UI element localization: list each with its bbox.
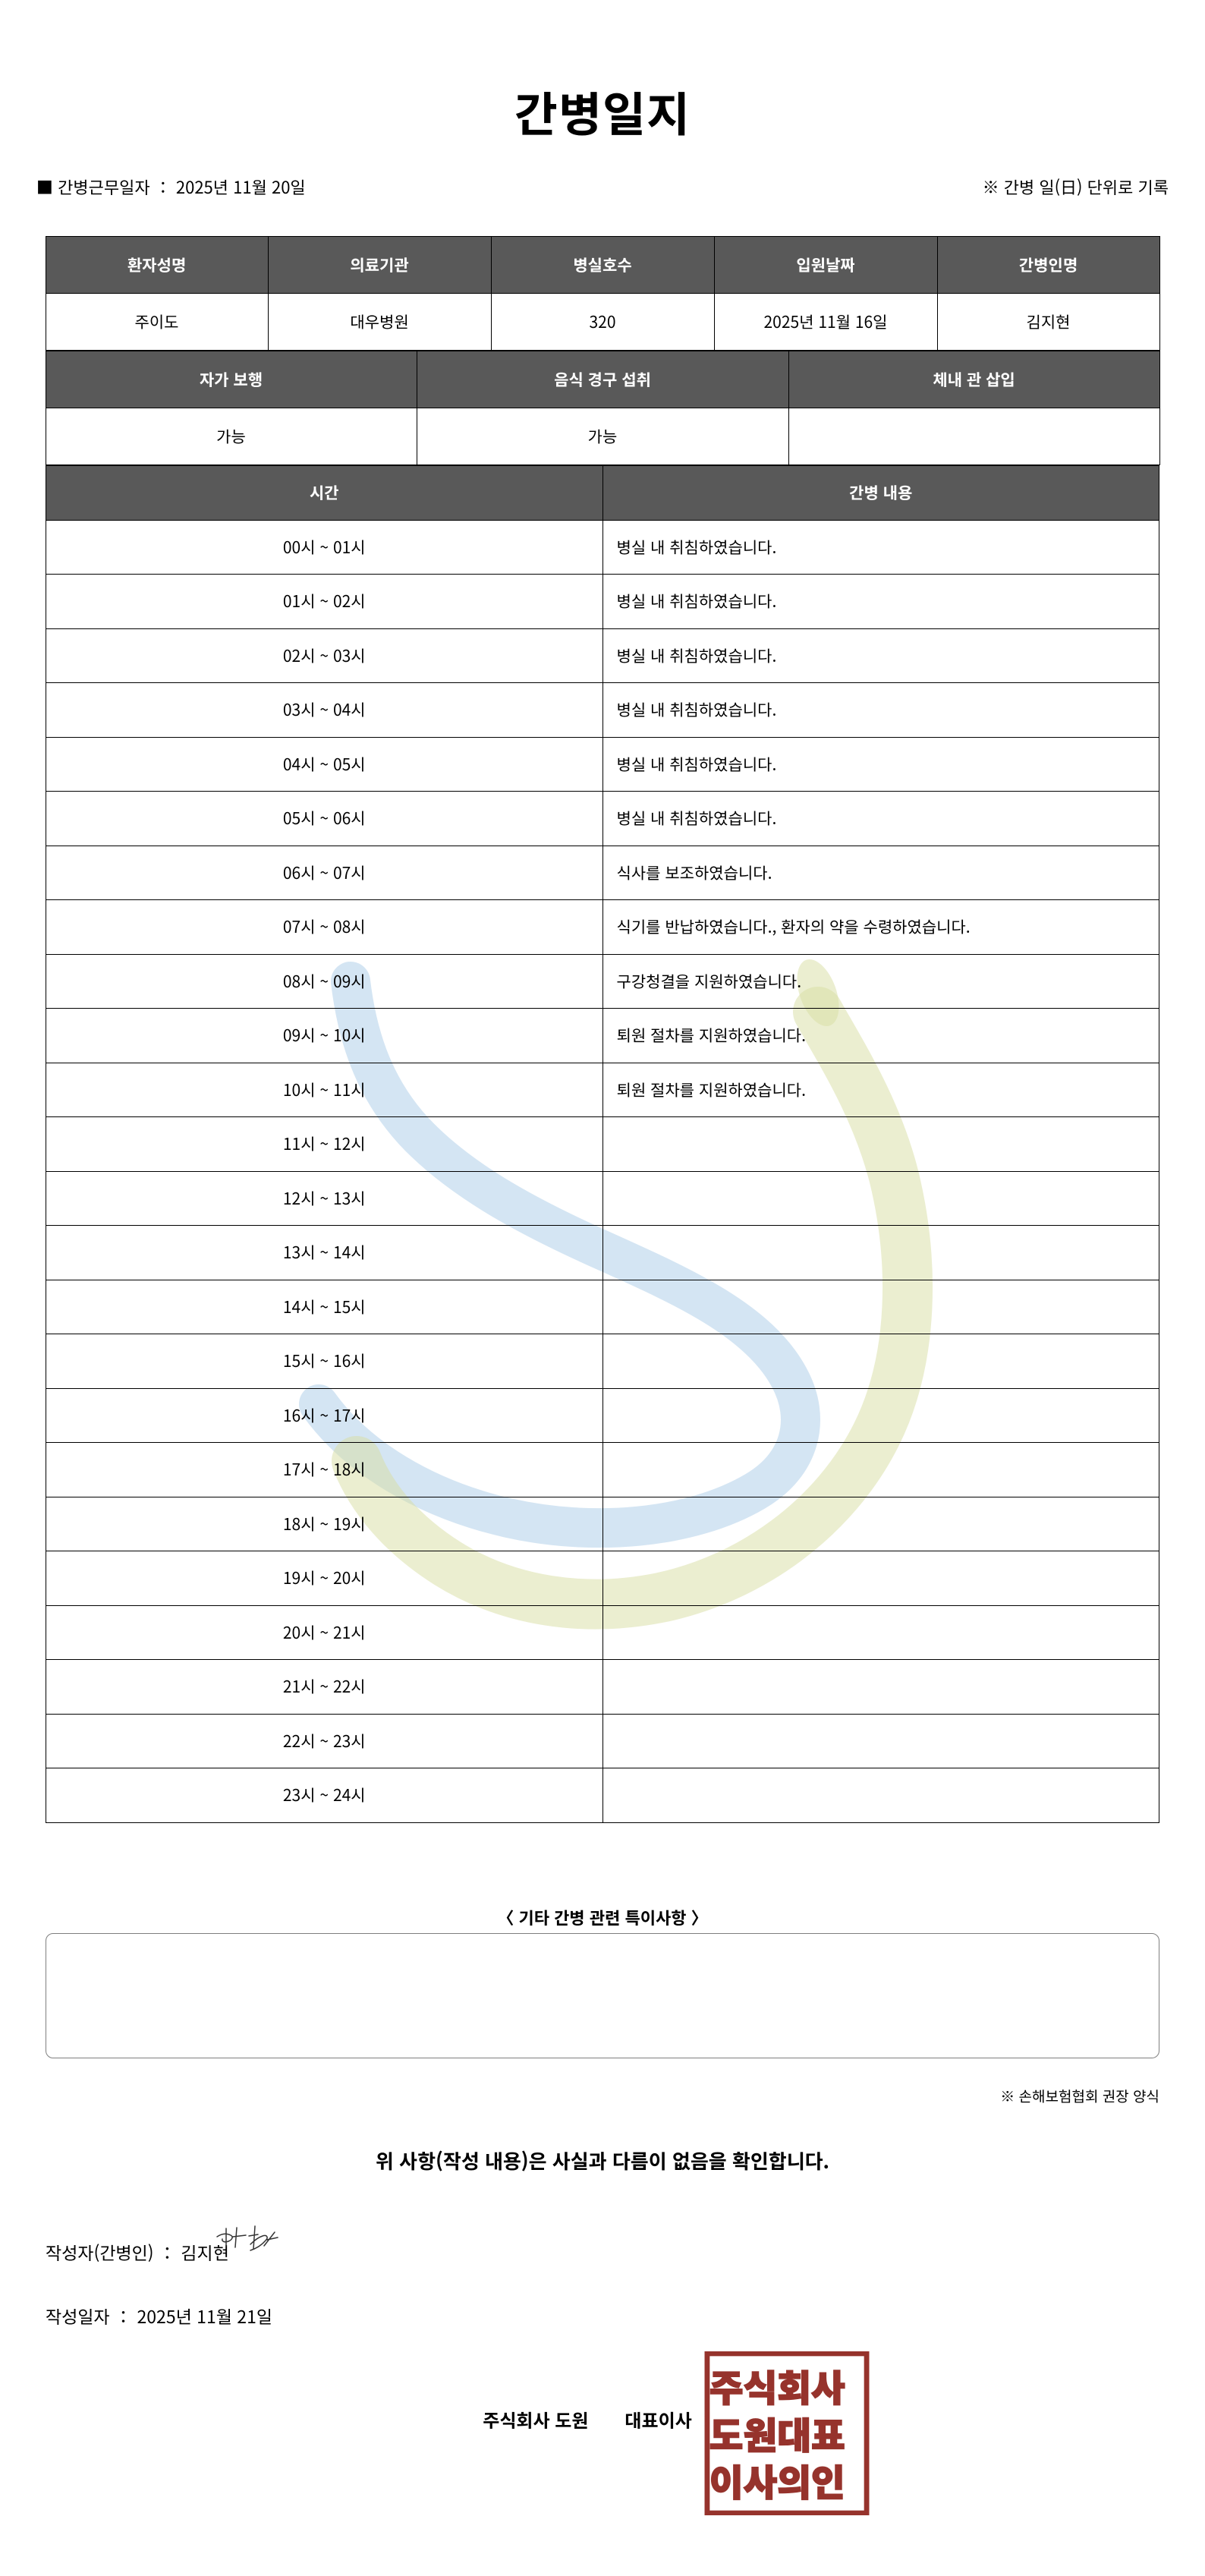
svg-text:이사의인: 이사의인: [709, 2455, 845, 2508]
svg-text:주식회사: 주식회사: [709, 2360, 845, 2413]
svg-text:도원대표: 도원대표: [709, 2407, 845, 2460]
